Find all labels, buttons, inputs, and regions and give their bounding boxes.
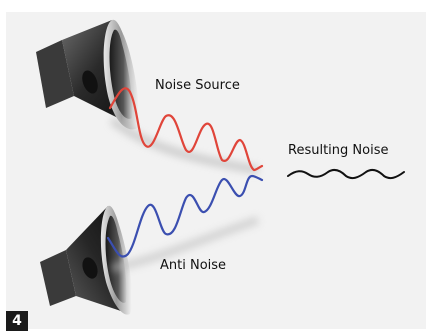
noise-source-label: Noise Source	[155, 78, 240, 93]
bottom-speaker-icon	[40, 205, 133, 315]
resulting-noise-label: Resulting Noise	[288, 143, 389, 158]
noise-wave	[108, 87, 264, 172]
anti-noise-wave	[106, 174, 264, 258]
noise-wave-shadow	[109, 116, 259, 174]
anti-noise-label: Anti Noise	[160, 258, 227, 273]
figure-number-badge: 4	[6, 311, 28, 331]
anti-noise-wave-shadow	[111, 216, 260, 272]
top-speaker-icon	[36, 19, 140, 130]
resulting-noise-wave	[287, 168, 405, 180]
